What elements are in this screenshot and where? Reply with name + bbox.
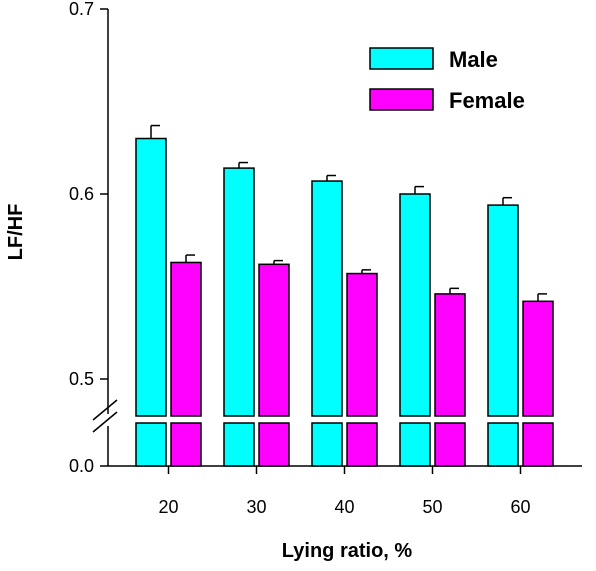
y-tick-label: 0.5 — [69, 369, 94, 389]
bar-male-40 — [311, 180, 343, 417]
bar-male-30 — [223, 167, 255, 417]
x-tick-label: 40 — [334, 497, 354, 517]
bar-female-60 — [522, 300, 554, 417]
bars — [135, 124, 554, 467]
x-tick-label: 20 — [158, 497, 178, 517]
bar-female-50 — [434, 293, 466, 417]
bar-female-20 — [170, 261, 202, 417]
bar-lower-male-50 — [399, 422, 431, 467]
bar-female-40 — [346, 272, 378, 417]
axis-break-mark — [92, 411, 118, 433]
bar-male-20 — [135, 137, 167, 417]
x-tick-label: 60 — [510, 497, 530, 517]
legend: Male Female — [369, 47, 525, 113]
legend-swatch-female — [369, 88, 434, 111]
y-tick-label: 0.7 — [69, 0, 94, 19]
bar-lower-female-50 — [434, 422, 466, 467]
x-tick-label: 30 — [246, 497, 266, 517]
legend-swatch-male — [369, 47, 434, 70]
x-axis-title: Lying ratio, % — [282, 540, 413, 562]
tick-labels: 0.0 0.5 0.6 0.7 20 30 40 50 60 — [69, 0, 531, 517]
bar-lower-male-20 — [135, 422, 167, 467]
legend-label-male: Male — [449, 47, 498, 72]
bar-lower-male-60 — [487, 422, 519, 467]
bar-lower-female-20 — [170, 422, 202, 467]
legend-label-female: Female — [449, 88, 525, 113]
bar-female-30 — [258, 263, 290, 417]
bar-lower-male-30 — [223, 422, 255, 467]
axis-break-mark — [92, 399, 118, 421]
bar-lower-male-40 — [311, 422, 343, 467]
bar-lower-female-30 — [258, 422, 290, 467]
bar-lower-female-40 — [346, 422, 378, 467]
y-tick-label: 0.6 — [69, 184, 94, 204]
bar-male-50 — [399, 193, 431, 417]
y-axis-title: LF/HF — [5, 204, 27, 261]
bar-male-60 — [487, 204, 519, 417]
bar-lower-female-60 — [522, 422, 554, 467]
y-tick-label: 0.0 — [69, 456, 94, 476]
x-tick-label: 50 — [422, 497, 442, 517]
